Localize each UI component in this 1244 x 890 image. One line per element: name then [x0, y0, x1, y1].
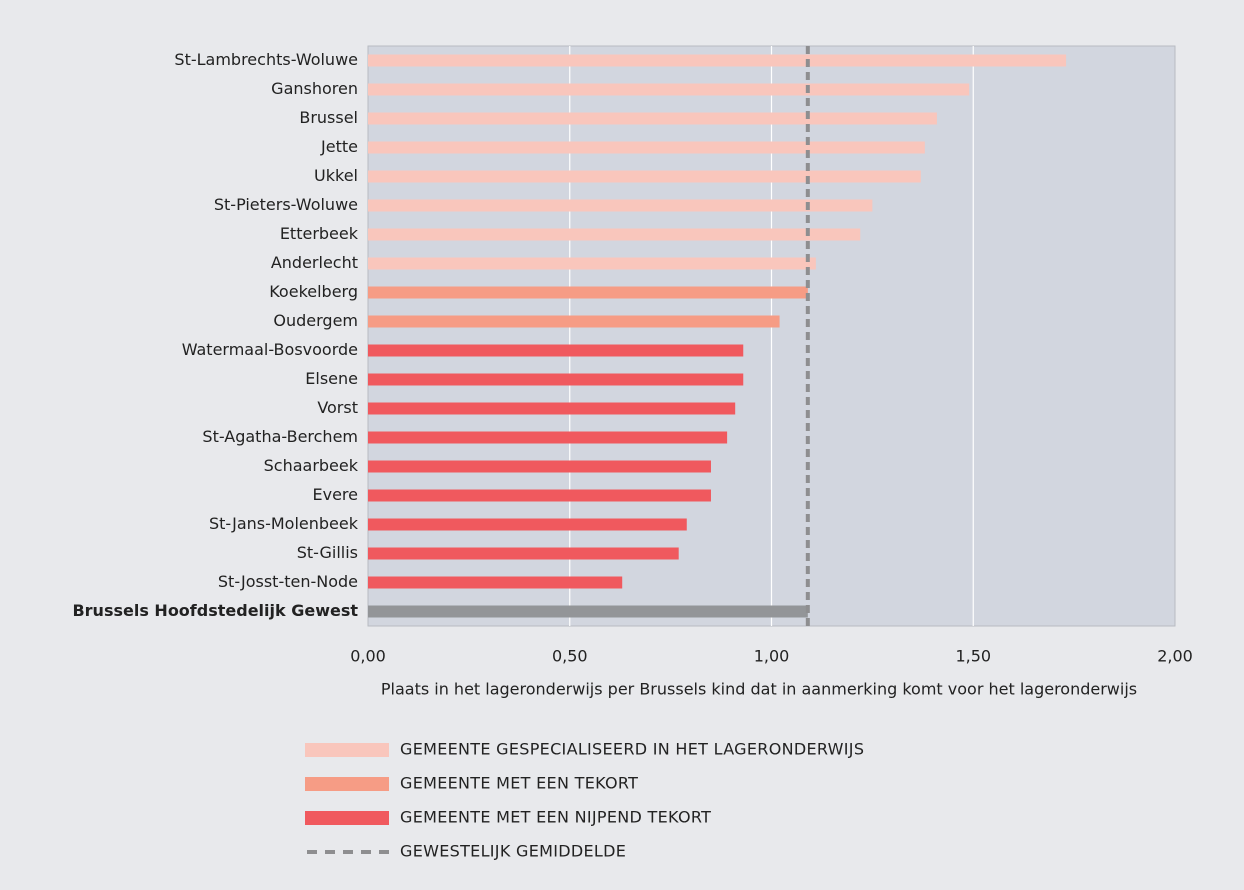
- legend-label: GEMEENTE MET EEN TEKORT: [400, 774, 638, 793]
- y-tick-label: Elsene: [305, 369, 358, 388]
- bar: [368, 83, 970, 96]
- bar: [368, 489, 711, 502]
- bar: [368, 315, 780, 328]
- legend-label: GEMEENTE GESPECIALISEERD IN HET LAGEROND…: [400, 740, 864, 759]
- y-tick-label: Oudergem: [273, 311, 358, 330]
- x-tick-label: 0,00: [350, 647, 386, 666]
- bar: [368, 547, 679, 560]
- x-tick-label: 1,00: [754, 647, 790, 666]
- x-tick-label: 1,50: [955, 647, 991, 666]
- y-tick-label: Koekelberg: [269, 282, 358, 301]
- bar: [368, 605, 808, 618]
- y-tick-label: St-Jans-Molenbeek: [209, 514, 359, 533]
- bar: [368, 344, 744, 357]
- legend-swatch: [305, 811, 389, 825]
- bar: [368, 402, 736, 415]
- bar: [368, 431, 728, 444]
- bar: [368, 228, 861, 241]
- bar: [368, 112, 937, 125]
- bar: [368, 286, 808, 299]
- legend-swatch: [305, 743, 389, 757]
- y-tick-label: St-Gillis: [297, 543, 358, 562]
- y-tick-label: St-Lambrechts-Woluwe: [174, 50, 358, 69]
- y-tick-label: Brussels Hoofdstedelijk Gewest: [72, 601, 358, 620]
- bar: [368, 199, 873, 212]
- y-tick-label: Evere: [313, 485, 359, 504]
- y-tick-label: Watermaal-Bosvoorde: [182, 340, 358, 359]
- y-tick-label: Brussel: [299, 108, 358, 127]
- y-tick-label: Ganshoren: [271, 79, 358, 98]
- x-axis-label: Plaats in het lageronderwijs per Brussel…: [381, 680, 1137, 699]
- bar: [368, 518, 687, 531]
- y-tick-label: Jette: [320, 137, 358, 156]
- x-tick-label: 0,50: [552, 647, 588, 666]
- legend-swatch: [305, 777, 389, 791]
- bar: [368, 576, 623, 589]
- bar: [368, 170, 921, 183]
- legend-label: GEWESTELIJK GEMIDDELDE: [400, 842, 626, 861]
- bar: [368, 54, 1067, 67]
- bar: [368, 257, 816, 270]
- bar: [368, 373, 744, 386]
- y-tick-label: St-Josst-ten-Node: [218, 572, 358, 591]
- y-tick-label: St-Agatha-Berchem: [202, 427, 358, 446]
- y-tick-label: Vorst: [317, 398, 358, 417]
- y-tick-label: Anderlecht: [271, 253, 358, 272]
- y-tick-label: Etterbeek: [280, 224, 359, 243]
- y-tick-label: Schaarbeek: [264, 456, 359, 475]
- y-tick-label: Ukkel: [314, 166, 358, 185]
- x-tick-label: 2,00: [1157, 647, 1193, 666]
- y-tick-label: St-Pieters-Woluwe: [214, 195, 358, 214]
- bar: [368, 141, 925, 154]
- bar: [368, 460, 711, 473]
- legend-label: GEMEENTE MET EEN NIJPEND TEKORT: [400, 808, 711, 827]
